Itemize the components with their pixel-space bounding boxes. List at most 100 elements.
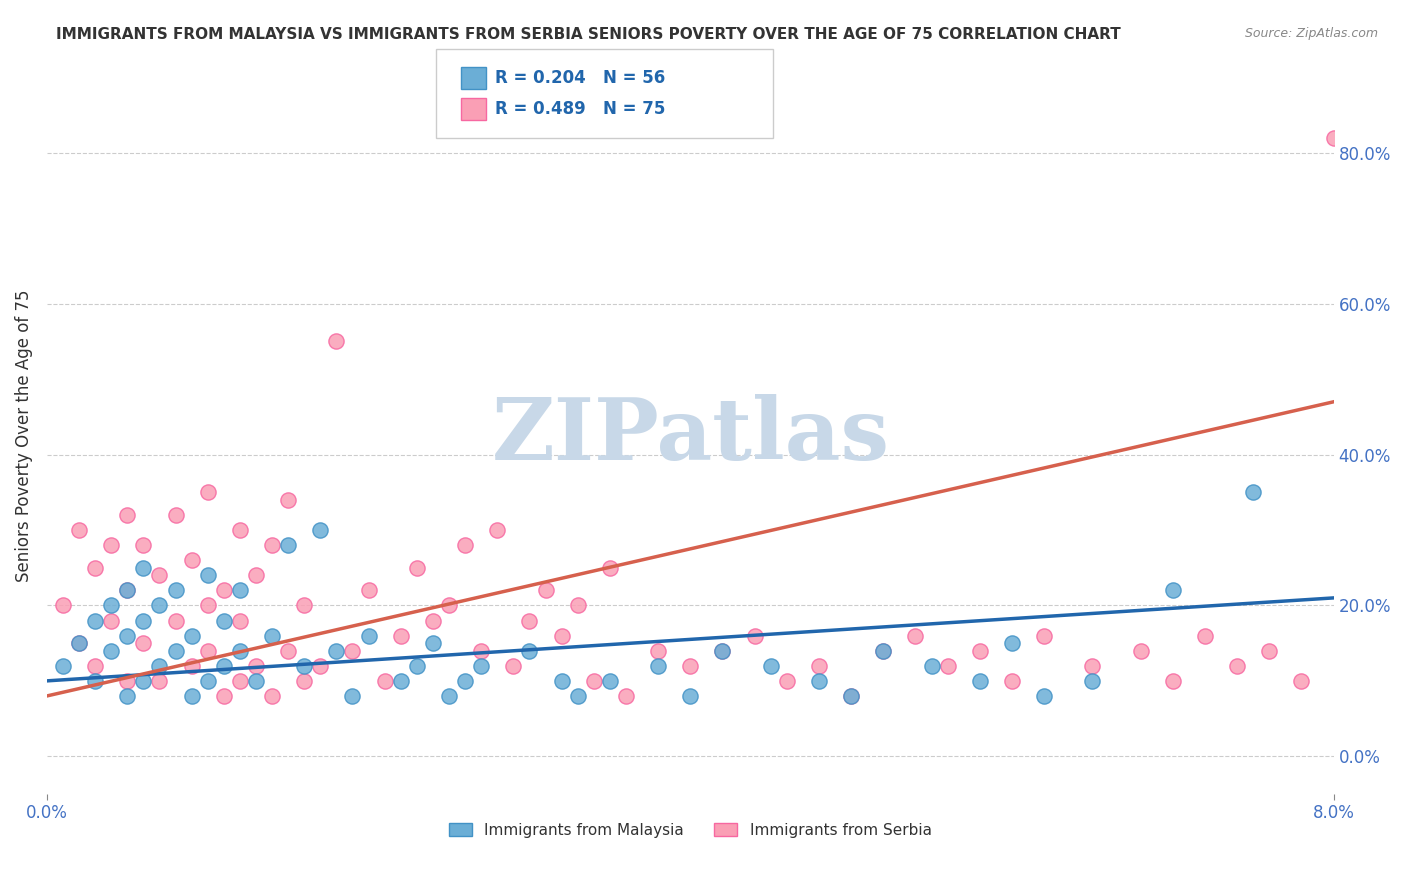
Point	[470, 643, 492, 657]
Point	[132, 614, 155, 628]
Point	[1241, 485, 1264, 500]
Point	[389, 673, 412, 688]
Point	[52, 599, 75, 613]
Point	[519, 643, 541, 657]
Point	[711, 643, 734, 657]
Point	[1226, 658, 1249, 673]
Point	[132, 538, 155, 552]
Point	[132, 673, 155, 688]
Point	[67, 636, 90, 650]
Point	[100, 643, 122, 657]
Point	[292, 599, 315, 613]
Point	[839, 689, 862, 703]
Point	[197, 599, 219, 613]
Point	[52, 658, 75, 673]
Point	[470, 658, 492, 673]
Point	[262, 538, 284, 552]
Point	[437, 689, 460, 703]
Point	[325, 643, 347, 657]
Point	[647, 658, 669, 673]
Point	[277, 538, 299, 552]
Point	[212, 614, 235, 628]
Point	[567, 599, 589, 613]
Point	[132, 636, 155, 650]
Point	[776, 673, 799, 688]
Point	[599, 560, 621, 574]
Point	[245, 658, 267, 673]
Point	[165, 614, 187, 628]
Point	[357, 583, 380, 598]
Point	[277, 492, 299, 507]
Point	[229, 523, 252, 537]
Point	[84, 560, 107, 574]
Point	[486, 523, 509, 537]
Point	[647, 643, 669, 657]
Point	[872, 643, 894, 657]
Text: ZIPatlas: ZIPatlas	[491, 393, 889, 478]
Point	[519, 614, 541, 628]
Point	[229, 583, 252, 598]
Point	[1258, 643, 1281, 657]
Point	[117, 689, 139, 703]
Point	[245, 568, 267, 582]
Point	[292, 658, 315, 673]
Point	[117, 508, 139, 522]
Point	[969, 643, 991, 657]
Point	[197, 643, 219, 657]
Point	[904, 629, 927, 643]
Point	[1081, 658, 1104, 673]
Point	[148, 568, 170, 582]
Point	[1129, 643, 1152, 657]
Point	[277, 643, 299, 657]
Point	[550, 629, 572, 643]
Point	[807, 673, 830, 688]
Point	[292, 673, 315, 688]
Point	[100, 538, 122, 552]
Y-axis label: Seniors Poverty Over the Age of 75: Seniors Poverty Over the Age of 75	[15, 290, 32, 582]
Point	[180, 658, 202, 673]
Point	[969, 673, 991, 688]
Point	[1291, 673, 1313, 688]
Point	[117, 629, 139, 643]
Point	[180, 553, 202, 567]
Point	[1323, 130, 1346, 145]
Point	[165, 643, 187, 657]
Point	[309, 658, 332, 673]
Point	[1001, 636, 1024, 650]
Text: Source: ZipAtlas.com: Source: ZipAtlas.com	[1244, 27, 1378, 40]
Point	[229, 614, 252, 628]
Point	[1161, 583, 1184, 598]
Point	[262, 689, 284, 703]
Point	[309, 523, 332, 537]
Point	[872, 643, 894, 657]
Point	[342, 643, 364, 657]
Point	[148, 599, 170, 613]
Point	[132, 560, 155, 574]
Point	[454, 538, 477, 552]
Point	[117, 583, 139, 598]
Point	[921, 658, 943, 673]
Point	[245, 673, 267, 688]
Point	[100, 599, 122, 613]
Point	[711, 643, 734, 657]
Point	[422, 614, 444, 628]
Point	[67, 636, 90, 650]
Point	[1033, 629, 1056, 643]
Point	[1001, 673, 1024, 688]
Point	[1033, 689, 1056, 703]
Point	[325, 334, 347, 349]
Point	[84, 658, 107, 673]
Point	[936, 658, 959, 673]
Text: R = 0.489   N = 75: R = 0.489 N = 75	[495, 100, 665, 118]
Point	[197, 568, 219, 582]
Point	[437, 599, 460, 613]
Point	[197, 485, 219, 500]
Point	[197, 673, 219, 688]
Legend: Immigrants from Malaysia, Immigrants from Serbia: Immigrants from Malaysia, Immigrants fro…	[443, 816, 938, 844]
Point	[614, 689, 637, 703]
Point	[599, 673, 621, 688]
Point	[212, 583, 235, 598]
Point	[839, 689, 862, 703]
Point	[148, 673, 170, 688]
Point	[165, 583, 187, 598]
